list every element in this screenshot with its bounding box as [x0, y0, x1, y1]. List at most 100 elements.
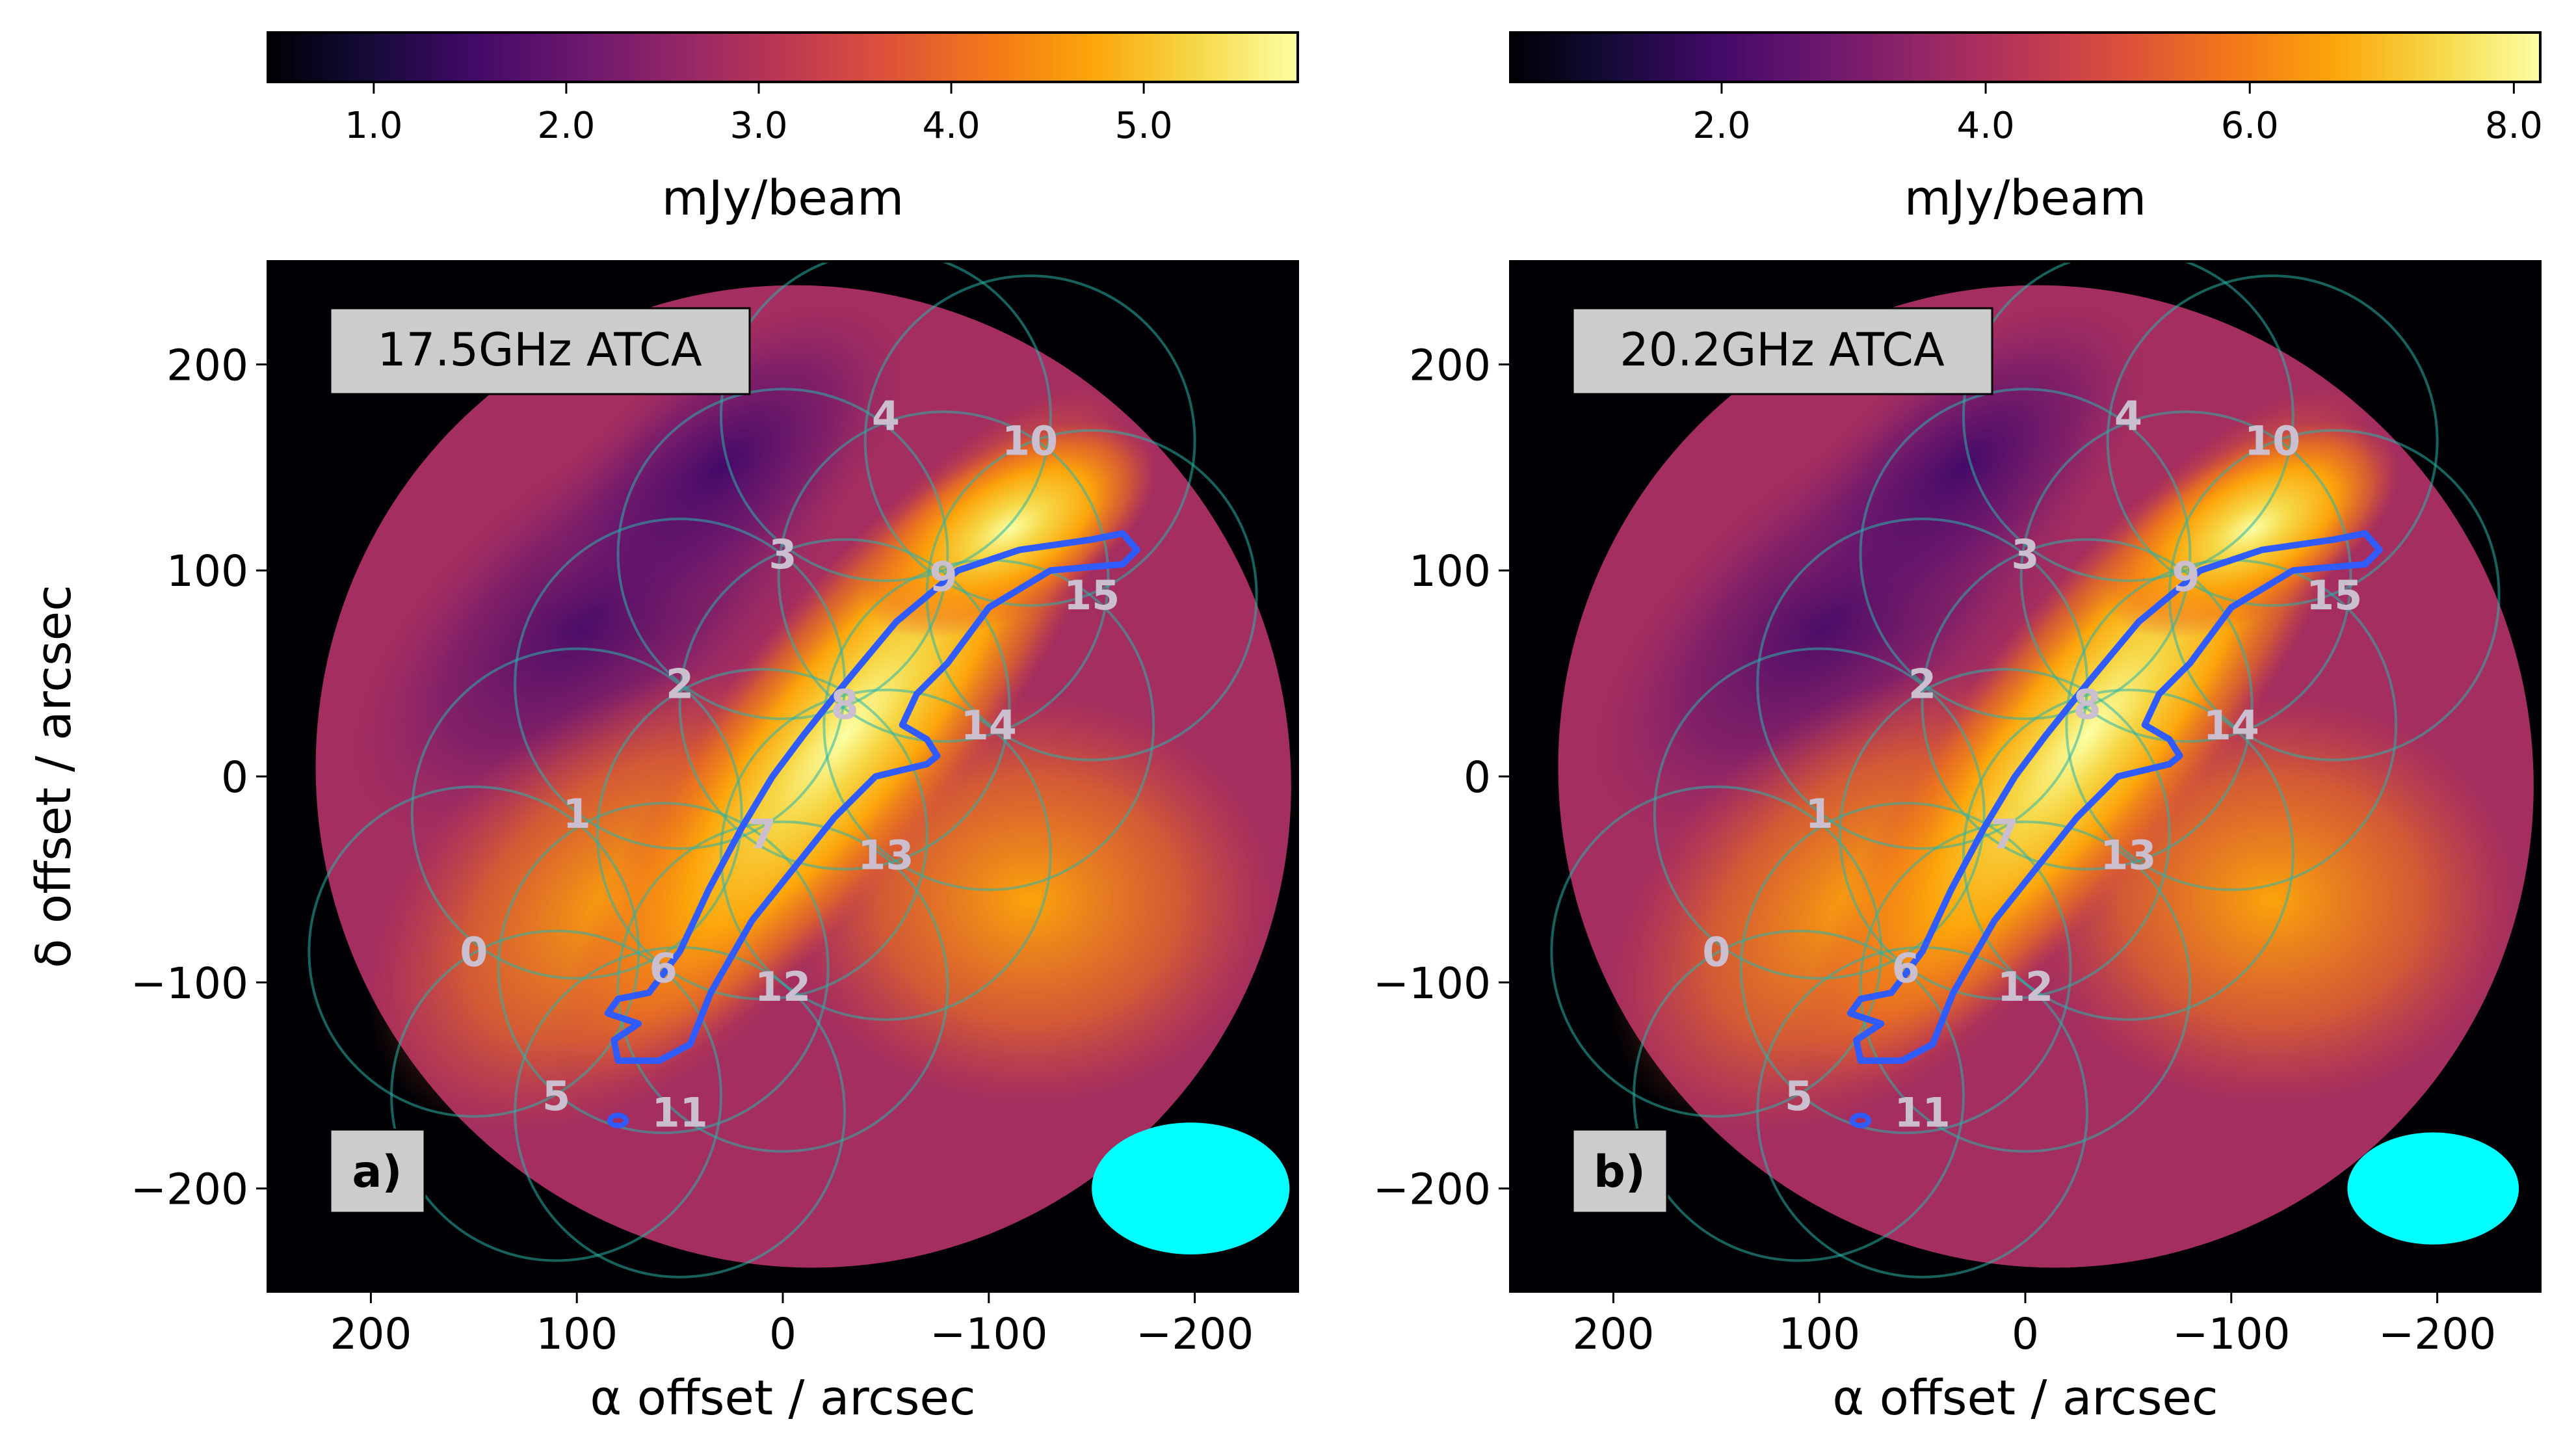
pointing-circle-7	[1838, 668, 2171, 1001]
y-tick-label: 0	[1464, 752, 1491, 802]
colorbar-a	[267, 31, 1299, 83]
pointing-label-8: 8	[2073, 681, 2101, 728]
contour-blob	[1849, 1113, 1872, 1128]
y-tick-label: 200	[1409, 340, 1491, 390]
pointing-label-1: 1	[563, 790, 591, 838]
x-tick-label: 100	[1778, 1309, 1860, 1359]
panel-b: 2.0 4.0 6.0 8.0 mJy/beam 012345678910111213…	[1373, 31, 2543, 1426]
pointing-label-2: 2	[1908, 660, 1936, 708]
x-tick-label: −100	[2172, 1309, 2290, 1359]
pointing-circle-9	[2019, 410, 2352, 743]
contour-a	[604, 530, 1140, 1128]
pointing-label-11: 11	[651, 1089, 707, 1136]
y-axis-ticks-b: 200 100 0 −100 −200	[1373, 340, 1510, 1215]
pointing-label-0: 0	[1702, 928, 1730, 975]
x-axis-label-b: α offset / arcsec	[1832, 1370, 2218, 1426]
x-axis-ticks-b: 200 100 0 −100 −200	[1572, 1291, 2496, 1359]
pointing-label-11: 11	[1894, 1089, 1950, 1136]
colorbar-tick-label: 4.0	[1957, 105, 2015, 147]
pointing-label-10: 10	[1002, 417, 1058, 465]
x-tick-label: 200	[330, 1309, 412, 1359]
pointing-label-2: 2	[666, 660, 694, 708]
x-tick-label: 0	[2012, 1309, 2039, 1359]
pointing-circle-6	[1739, 802, 2072, 1135]
title-box-b	[1571, 307, 1993, 395]
pointing-circle-5	[390, 929, 722, 1262]
y-axis-ticks-a: 200 100 0 −100 −200	[131, 340, 268, 1215]
emission-ridge	[2103, 420, 2400, 639]
pointing-label-12: 12	[755, 963, 811, 1011]
pointing-circle-6	[497, 802, 830, 1135]
pointing-label-1: 1	[1806, 790, 1833, 838]
pointing-circles-a	[308, 261, 1258, 1278]
title-box-b-text: 20.2GHz ATCA	[1620, 323, 1945, 377]
beam-ellipse	[2347, 1132, 2519, 1245]
pointing-label-4: 4	[2114, 393, 2142, 440]
title-box-a-text: 17.5GHz ATCA	[377, 323, 702, 377]
pointing-label-8: 8	[830, 681, 858, 728]
pointing-circle-9	[777, 410, 1110, 743]
pointing-circle-12	[1859, 820, 2192, 1153]
x-tick-label: −200	[1136, 1309, 1254, 1359]
pointing-label-6: 6	[1892, 945, 1920, 992]
pointing-label-7: 7	[748, 811, 776, 858]
pointing-label-6: 6	[650, 945, 677, 992]
x-axis-label-a: α offset / arcsec	[590, 1370, 975, 1426]
title-box-a	[329, 307, 751, 395]
colorbar-tick-label: 8.0	[2485, 105, 2543, 147]
colorbar-tick-label: 4.0	[923, 105, 980, 147]
pointing-circle-7	[596, 668, 928, 1001]
y-tick-label: −200	[1373, 1165, 1491, 1215]
y-tick-label: −100	[131, 959, 248, 1009]
pointing-circle-3	[1859, 388, 2192, 721]
pointing-circle-1	[410, 647, 743, 980]
pointing-label-13: 13	[858, 831, 913, 879]
y-axis-label-a: δ offset / arcsec	[26, 585, 82, 968]
y-tick-label: 100	[1409, 546, 1491, 596]
contour-blob	[607, 1113, 629, 1128]
pointing-circle-1	[1653, 647, 1986, 980]
colorbar-b-label: mJy/beam	[1904, 170, 2147, 226]
colorbar-tick-label: 2.0	[537, 105, 595, 147]
colorbar-a-label: mJy/beam	[662, 170, 904, 226]
y-tick-label: 100	[166, 546, 248, 596]
x-tick-label: 0	[769, 1309, 796, 1359]
pointing-label-15: 15	[2306, 572, 2362, 619]
emission-ridge	[861, 420, 1158, 639]
panel-letter-box-b	[1571, 1128, 1668, 1214]
pointing-label-14: 14	[961, 702, 1017, 749]
pointing-circle-5	[1633, 929, 1965, 1262]
pointing-label-13: 13	[2100, 831, 2156, 879]
pointing-label-5: 5	[1785, 1072, 1813, 1120]
colorbar-tick-label: 6.0	[2221, 105, 2279, 147]
pointing-circle-10	[863, 274, 1196, 607]
y-tick-label: −100	[1373, 959, 1491, 1009]
panel-letter-b: b)	[1594, 1146, 1646, 1198]
colorbar-tick-label: 3.0	[729, 105, 787, 147]
pointing-label-7: 7	[1991, 811, 2019, 858]
x-tick-label: −200	[2378, 1309, 2496, 1359]
pointing-circle-4	[1962, 261, 2294, 582]
pointing-circle-4	[720, 261, 1052, 582]
pointing-circle-12	[616, 820, 949, 1153]
panel-letter-a: a)	[352, 1146, 402, 1198]
panel-a: 1.0 2.0 3.0 4.0 5.0 mJy/beam 012345678910111…	[26, 31, 1299, 1426]
pointing-label-3: 3	[769, 531, 796, 578]
x-tick-label: −100	[930, 1309, 1047, 1359]
pointing-label-4: 4	[872, 393, 900, 440]
pointing-label-3: 3	[2011, 531, 2039, 578]
x-tick-label: 100	[536, 1309, 618, 1359]
y-tick-label: −200	[131, 1165, 248, 1215]
colorbar-b-ticks: 2.0 4.0 6.0 8.0	[1692, 82, 2543, 147]
emission-dark-region	[1775, 298, 2152, 637]
colorbar-b	[1509, 31, 2542, 83]
pointing-circle-3	[616, 388, 949, 721]
pointing-label-15: 15	[1064, 572, 1120, 619]
panel-letter-box-a	[329, 1128, 426, 1214]
pointing-label-10: 10	[2244, 417, 2300, 465]
contour-line	[604, 530, 1140, 1065]
y-tick-label: 0	[221, 752, 248, 802]
pointing-circle-10	[2106, 274, 2439, 607]
